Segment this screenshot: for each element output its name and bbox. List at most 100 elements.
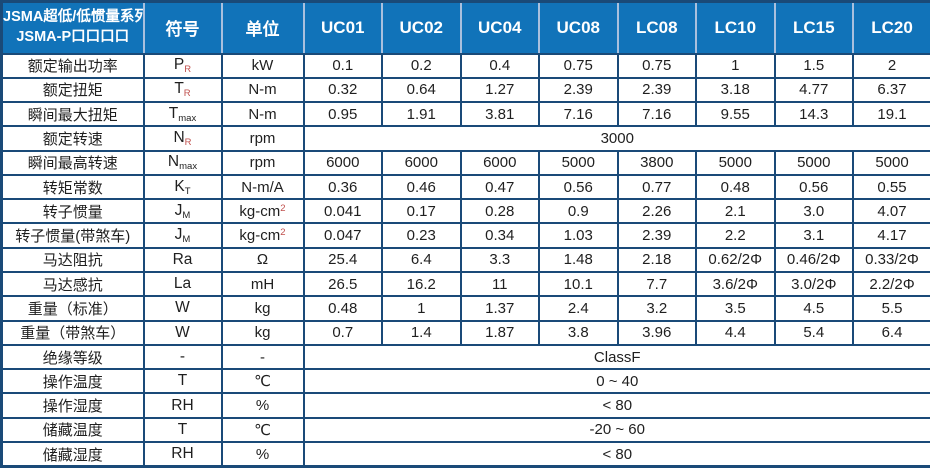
model-column-header-lc15: LC15 — [773, 0, 854, 55]
unit-superscript: 2 — [280, 202, 286, 214]
series-title-line2: JSMA-P口口口口 — [16, 28, 130, 45]
value-cell: 19.1 — [852, 101, 930, 128]
symbol-cell: Ra — [142, 246, 223, 274]
value-cell: 0.95 — [302, 101, 383, 128]
symbol-base: K — [174, 177, 185, 195]
value-cell: 3.18 — [695, 76, 776, 104]
value-cell: 7.16 — [616, 101, 697, 128]
row-label: 转子惯量 — [0, 198, 145, 225]
table-header-row: JSMA超低/低惯量系列 JSMA-P口口口口 符号 单位 UC01 UC02 UC… — [0, 0, 930, 55]
symbol-cell: NR — [142, 125, 223, 152]
unit-text: rpm — [249, 154, 276, 172]
value-cell: 4.77 — [773, 76, 854, 104]
value-cell: 7.7 — [616, 271, 697, 298]
value-cell: 0.36 — [302, 173, 383, 201]
symbol-subscript: max — [178, 112, 197, 124]
table-row: 操作温度 T ℃ 0 ~ 40 — [0, 368, 930, 395]
table-row: 操作湿度 RH% < 80 — [0, 392, 930, 419]
row-label: 转子惯量(带煞车) — [0, 222, 145, 249]
symbol-subscript: M — [182, 209, 191, 221]
table-row: 额定扭矩 TR N-m 0.32 0.64 1.27 2.39 2.39 3.18 4.77 6.3… — [0, 76, 930, 104]
value-cell: 0.7 — [302, 319, 383, 346]
unit-text: mH — [250, 275, 275, 293]
value-cell: 6000 — [302, 149, 383, 176]
table-row: 绝缘等级 - - ClassF — [0, 343, 930, 371]
symbol-subscript: R — [183, 88, 191, 100]
value-cell: 5000 — [538, 149, 619, 176]
row-label: 重量（带煞车） — [0, 319, 145, 346]
row-label: 额定扭矩 — [0, 76, 145, 104]
symbol-cell: TR — [142, 76, 223, 104]
value-cell: 1 — [695, 52, 776, 79]
symbol-subscript: T — [184, 185, 191, 197]
value-cell: 2 — [852, 52, 930, 79]
value-cell: 6.4 — [852, 319, 930, 346]
unit-cell: - — [220, 343, 305, 371]
unit-cell: mH — [220, 271, 305, 298]
unit-cell: % — [220, 392, 305, 419]
unit-text: - — [260, 348, 265, 366]
value-cell: 1.5 — [773, 52, 854, 79]
value-cell: 16.2 — [381, 271, 462, 298]
unit-cell: ℃ — [220, 416, 305, 444]
symbol-cell: T — [142, 368, 223, 395]
value-cell: 1.27 — [459, 76, 540, 104]
row-label: 瞬间最大扭矩 — [0, 101, 145, 128]
unit-text: ℃ — [254, 373, 271, 391]
value-cell: 0.17 — [381, 198, 462, 225]
value-cell: 0.46 — [381, 173, 462, 201]
unit-cell: Ω — [220, 246, 305, 274]
symbol-cell: RH — [142, 392, 223, 419]
value-cell: 0.32 — [302, 76, 383, 104]
symbol-base: - — [179, 348, 186, 366]
symbol-subscript: R — [184, 64, 192, 76]
value-cell: 3.81 — [459, 101, 540, 128]
value-cell: 7.16 — [538, 101, 619, 128]
unit-text: kg — [254, 324, 271, 342]
symbol-subscript: M — [182, 234, 191, 246]
row-label: 操作温度 — [0, 368, 145, 395]
merged-value-cell: -20 ~ 60 — [302, 416, 930, 444]
value-cell: 2.2 — [695, 222, 776, 249]
value-cell: 0.34 — [459, 222, 540, 249]
value-cell: 14.3 — [773, 101, 854, 128]
value-cell: 2.39 — [616, 76, 697, 104]
merged-value-cell: 3000 — [302, 125, 930, 152]
symbol-cell: KT — [142, 173, 223, 201]
value-cell: 3.8 — [538, 319, 619, 346]
model-column-header-uc04: UC04 — [459, 0, 540, 55]
value-cell: 0.047 — [302, 222, 383, 249]
value-cell: 5.4 — [773, 319, 854, 346]
symbol-cell: - — [142, 343, 223, 371]
value-cell: 0.75 — [616, 52, 697, 79]
value-cell: 2.2/2Φ — [852, 271, 930, 298]
value-cell: 3800 — [616, 149, 697, 176]
value-cell: 0.2 — [381, 52, 462, 79]
value-cell: 1.48 — [538, 246, 619, 274]
value-cell: 2.4 — [538, 295, 619, 322]
value-cell: 0.75 — [538, 52, 619, 79]
symbol-base: P — [173, 56, 185, 74]
row-label: 储藏温度 — [0, 416, 145, 444]
value-cell: 3.6/2Φ — [695, 271, 776, 298]
value-cell: 0.48 — [302, 295, 383, 322]
symbol-column-header: 符号 — [142, 0, 223, 55]
unit-text: kg-cm — [239, 202, 281, 220]
symbol-base: N — [173, 128, 185, 146]
spec-table-body: 额定输出功率 PR kW 0.1 0.2 0.4 0.75 0.75 1 1.5 2 额定扭矩 TR N-… — [0, 52, 930, 468]
value-cell: 1.37 — [459, 295, 540, 322]
value-cell: 0.46/2Φ — [773, 246, 854, 274]
merged-value-cell: < 80 — [302, 392, 930, 419]
unit-cell: kg — [220, 319, 305, 346]
symbol-cell: JM — [142, 198, 223, 225]
table-row: 额定输出功率 PR kW 0.1 0.2 0.4 0.75 0.75 1 1.5 2 — [0, 52, 930, 79]
unit-cell: kg-cm2 — [220, 198, 305, 225]
unit-text: kg-cm — [239, 227, 281, 245]
unit-cell: ℃ — [220, 368, 305, 395]
value-cell: 0.56 — [538, 173, 619, 201]
row-label: 绝缘等级 — [0, 343, 145, 371]
value-cell: 4.07 — [852, 198, 930, 225]
value-cell: 0.55 — [852, 173, 930, 201]
value-cell: 6.4 — [381, 246, 462, 274]
value-cell: 6000 — [381, 149, 462, 176]
